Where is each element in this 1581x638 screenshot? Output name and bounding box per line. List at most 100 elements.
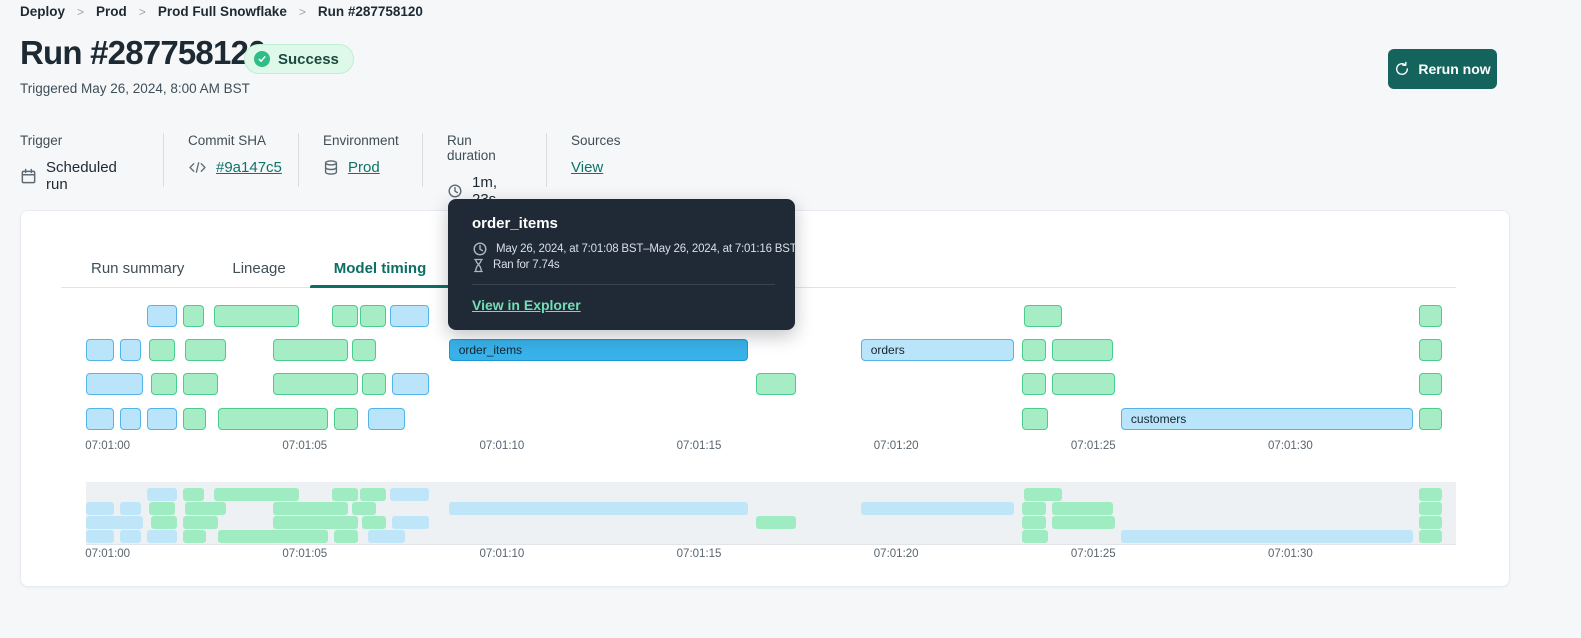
breadcrumb-item[interactable]: Prod — [96, 4, 127, 19]
gantt-bar[interactable] — [1418, 339, 1443, 361]
gantt-bar[interactable] — [1022, 373, 1046, 395]
gantt-bar[interactable] — [147, 408, 177, 430]
minimap-bar — [119, 502, 142, 515]
gantt-bar[interactable] — [218, 408, 329, 430]
meta-value: View — [571, 159, 621, 176]
gantt-bar[interactable] — [149, 339, 175, 361]
meta-value: Scheduled run — [20, 159, 117, 193]
meta-commit-sha: Commit SHA #9a147c5 — [188, 133, 282, 176]
gantt-bar-label: customers — [1130, 412, 1187, 426]
gantt-bar[interactable] — [334, 408, 359, 430]
gantt-bar[interactable] — [147, 305, 177, 327]
gantt-bar[interactable] — [151, 373, 177, 395]
breadcrumb: Deploy > Prod > Prod Full Snowflake > Run #287… — [20, 4, 423, 19]
tab-lineage[interactable]: Lineage — [232, 260, 286, 277]
minimap-bar — [1022, 530, 1048, 543]
minimap-bar — [1024, 488, 1062, 501]
axis-tick-label: 07:01:20 — [873, 440, 919, 452]
minimap-bar — [86, 516, 144, 529]
meta-label: Sources — [571, 133, 621, 148]
gantt-bar[interactable] — [1418, 305, 1443, 327]
gantt-bar[interactable] — [86, 339, 114, 361]
gantt-bar[interactable] — [273, 373, 358, 395]
minimap-bar — [860, 502, 1015, 515]
gantt-bar-order_items[interactable]: order_items — [448, 339, 749, 361]
gantt-bar[interactable] — [182, 373, 219, 395]
minimap-bar — [182, 516, 219, 529]
gantt-bar[interactable] — [361, 373, 386, 395]
gantt-bar-orders[interactable]: orders — [860, 339, 1015, 361]
gantt-bar[interactable] — [214, 305, 299, 327]
meta-trigger: Trigger Scheduled run — [20, 133, 117, 193]
meta-label: Environment — [323, 133, 399, 148]
minimap-bar — [147, 488, 177, 501]
gantt-bar[interactable] — [1051, 373, 1115, 395]
meta-label: Commit SHA — [188, 133, 267, 148]
check-icon — [254, 51, 270, 67]
gantt-bar[interactable] — [1051, 339, 1113, 361]
gantt-bar[interactable] — [1418, 408, 1443, 430]
minimap-bar — [367, 530, 406, 543]
tab-model-timing[interactable]: Model timing — [309, 251, 451, 288]
minimap-bar — [86, 530, 114, 543]
minimap-bar — [119, 530, 142, 543]
gantt-bar[interactable] — [391, 373, 429, 395]
gantt-bar[interactable] — [756, 373, 796, 395]
clock-icon — [447, 183, 463, 199]
gantt-bar[interactable] — [1418, 373, 1443, 395]
minimap-time-axis: 07:01:00 07:01:05 07:01:10 07:01:15 07:01:20… — [85, 548, 1456, 562]
minimap-bar — [334, 530, 359, 543]
meta-divider — [546, 133, 547, 187]
minimap-bar — [1022, 516, 1046, 529]
minimap-bar — [1418, 502, 1443, 515]
gantt-bar[interactable] — [119, 408, 142, 430]
minimap-bar — [389, 488, 429, 501]
gantt-bar[interactable] — [1022, 339, 1046, 361]
axis-tick-label: 07:01:15 — [676, 440, 722, 452]
gantt-bar[interactable] — [360, 305, 386, 327]
axis-tick-label: 07:01:30 — [1268, 548, 1313, 560]
gantt-bar[interactable] — [86, 408, 114, 430]
tooltip-model-name: order_items — [472, 215, 558, 232]
status-badge: Success — [244, 44, 354, 74]
meta-link[interactable]: #9a147c5 — [216, 159, 282, 176]
tooltip-duration-row: Ran for 7.74s — [472, 257, 775, 273]
gantt-bar-label: orders — [870, 343, 905, 357]
gantt-bar[interactable] — [182, 305, 205, 327]
meta-link[interactable]: Prod — [348, 159, 380, 176]
timeline-minimap[interactable] — [86, 482, 1456, 545]
minimap-bar — [352, 502, 376, 515]
minimap-bar — [1418, 488, 1443, 501]
gantt-bar[interactable] — [332, 305, 359, 327]
axis-tick-label: 07:01:05 — [282, 548, 328, 560]
gantt-bar-customers[interactable]: customers — [1120, 408, 1413, 430]
gantt-bar[interactable] — [86, 373, 144, 395]
gantt-bar[interactable] — [1022, 408, 1048, 430]
axis-tick-label: 07:01:25 — [1070, 548, 1116, 560]
meta-link[interactable]: View — [571, 159, 604, 176]
code-icon — [188, 160, 207, 175]
minimap-bar — [184, 502, 226, 515]
breadcrumb-separator: > — [77, 4, 85, 19]
meta-text: Scheduled run — [46, 159, 117, 193]
meta-divider — [163, 133, 164, 187]
breadcrumb-item[interactable]: Prod Full Snowflake — [157, 4, 287, 19]
gantt-bar[interactable] — [182, 408, 207, 430]
gantt-bar[interactable] — [184, 339, 226, 361]
gantt-bar[interactable] — [352, 339, 376, 361]
breadcrumb-item[interactable]: Deploy — [20, 4, 66, 19]
gantt-bar[interactable] — [119, 339, 142, 361]
gantt-bar[interactable] — [367, 408, 406, 430]
gantt-bar[interactable] — [273, 339, 349, 361]
minimap-bar — [1120, 530, 1413, 543]
tooltip-duration: Ran for 7.74s — [493, 259, 560, 271]
tooltip-divider — [472, 284, 775, 285]
minimap-bar — [151, 516, 177, 529]
gantt-bar[interactable] — [1024, 305, 1062, 327]
rerun-now-button[interactable]: Rerun now — [1388, 49, 1497, 89]
tab-run-summary[interactable]: Run summary — [91, 260, 185, 277]
view-in-explorer-link[interactable]: View in Explorer — [472, 297, 581, 313]
minimap-bar — [86, 502, 114, 515]
meta-environment: Environment Prod — [323, 133, 399, 176]
gantt-bar[interactable] — [389, 305, 429, 327]
